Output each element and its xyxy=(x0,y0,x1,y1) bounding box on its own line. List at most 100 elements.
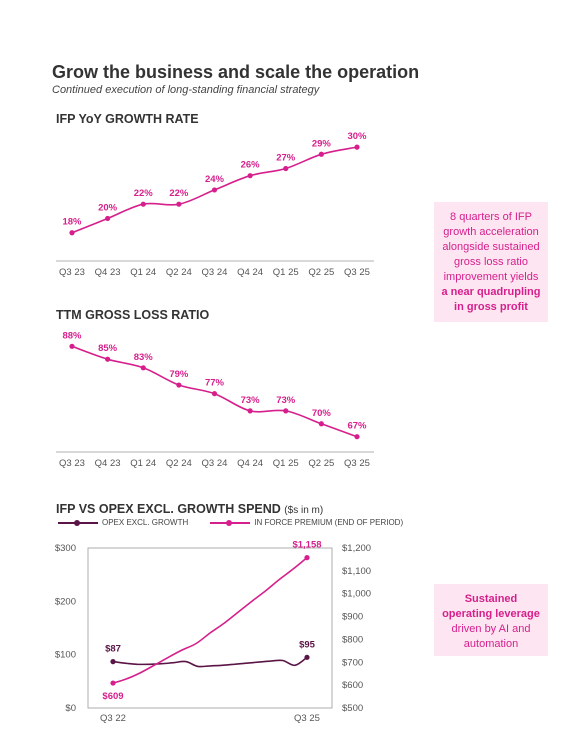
data-point xyxy=(105,356,111,362)
ifp-growth-chart-title: IFP YoY GROWTH RATE xyxy=(56,112,199,126)
data-label: 67% xyxy=(347,421,367,432)
legend-swatch-opex xyxy=(58,519,98,526)
data-label: 30% xyxy=(347,131,367,142)
x-tick-label: Q3 24 xyxy=(202,458,228,469)
page-title: Grow the business and scale the operatio… xyxy=(52,62,420,82)
right-y-tick-label: $700 xyxy=(342,657,363,668)
chart-legend: OPEX EXCL. GROWTH IN FORCE PREMIUM (END … xyxy=(58,518,403,527)
data-label: 22% xyxy=(134,188,154,199)
data-point xyxy=(354,144,360,150)
x-tick-label: Q2 25 xyxy=(308,267,334,278)
data-point xyxy=(105,215,111,222)
ifp-opex-chart-title-text: IFP VS OPEX EXCL. GROWTH SPEND xyxy=(56,502,281,516)
legend-label-ifp: IN FORCE PREMIUM (END OF PERIOD) xyxy=(254,518,404,527)
x-tick-label: Q2 24 xyxy=(166,267,192,278)
data-label: 79% xyxy=(169,369,189,380)
ifp-opex-chart-title-unit: ($s in m) xyxy=(284,505,324,516)
x-tick-label: Q3 25 xyxy=(294,713,320,724)
x-tick-label: Q3 24 xyxy=(202,267,228,278)
x-tick-label: Q4 24 xyxy=(237,458,263,469)
data-label: 70% xyxy=(312,408,332,419)
data-label: 83% xyxy=(134,352,154,363)
x-tick-label: Q2 24 xyxy=(166,458,192,469)
data-label: 73% xyxy=(276,395,296,406)
right-y-tick-label: $600 xyxy=(342,680,363,691)
data-label: 85% xyxy=(98,343,118,354)
right-y-tick-label: $900 xyxy=(342,612,363,623)
callout-growth-text: 8 quarters of IFP growth acceleration al… xyxy=(442,211,540,283)
data-label: 20% xyxy=(98,202,118,213)
callout-leverage-bold: Sustained operating leverage xyxy=(442,593,540,620)
data-point xyxy=(211,391,218,397)
data-point xyxy=(283,165,289,172)
data-point xyxy=(318,421,324,427)
x-tick-label: Q3 22 xyxy=(100,713,126,724)
page-subtitle: Continued execution of long-standing fin… xyxy=(52,84,320,96)
x-tick-label: Q4 23 xyxy=(95,267,121,278)
data-point xyxy=(283,408,289,414)
data-point xyxy=(304,555,310,561)
data-point xyxy=(176,201,182,207)
legend-swatch-ifp xyxy=(210,519,251,526)
right-y-tick-label: $1,200 xyxy=(342,543,371,554)
data-label: $87 xyxy=(105,644,121,655)
data-label: 18% xyxy=(62,217,82,228)
left-y-tick-label: $200 xyxy=(55,596,76,607)
data-point xyxy=(69,343,75,349)
legend-label-opex: OPEX EXCL. GROWTH xyxy=(102,518,189,527)
x-tick-label: Q3 25 xyxy=(344,458,370,469)
x-tick-label: Q3 25 xyxy=(344,267,370,278)
data-label: 73% xyxy=(241,395,261,406)
left-y-tick-label: $0 xyxy=(65,703,76,714)
x-tick-label: Q1 24 xyxy=(130,267,156,278)
data-point xyxy=(247,408,253,414)
data-label: 27% xyxy=(276,153,296,164)
x-tick-label: Q4 24 xyxy=(237,267,263,278)
callout-leverage: Sustained operating leverage driven by A… xyxy=(434,584,548,656)
x-tick-label: Q3 23 xyxy=(59,267,85,278)
data-label: 88% xyxy=(62,330,82,341)
data-label: 24% xyxy=(205,174,225,185)
x-tick-label: Q4 23 xyxy=(95,458,121,469)
right-y-tick-label: $500 xyxy=(342,703,363,714)
right-y-tick-label: $1,100 xyxy=(342,566,371,577)
data-point xyxy=(211,187,218,193)
callout-growth: 8 quarters of IFP growth acceleration al… xyxy=(434,202,548,322)
x-tick-label: Q1 25 xyxy=(273,267,299,278)
data-point xyxy=(69,230,75,236)
plot-frame xyxy=(87,547,333,709)
data-label: $1,158 xyxy=(292,540,321,551)
data-label: 77% xyxy=(205,378,225,389)
opex-line xyxy=(112,656,308,668)
loss-ratio-chart-title: TTM GROSS LOSS RATIO xyxy=(56,308,210,322)
data-label: $95 xyxy=(299,639,316,650)
data-label: 26% xyxy=(241,160,261,171)
right-y-tick-label: $1,000 xyxy=(342,589,371,600)
data-label: 22% xyxy=(169,188,189,199)
left-y-tick-label: $100 xyxy=(55,650,76,661)
left-y-tick-label: $300 xyxy=(55,543,76,554)
data-label: $609 xyxy=(102,691,123,702)
ifp-opex-chart-title: IFP VS OPEX EXCL. GROWTH SPEND ($s in m) xyxy=(56,502,323,516)
callout-growth-bold: a near quadrupling in gross profit xyxy=(441,286,541,313)
data-label: 29% xyxy=(312,138,332,149)
data-point xyxy=(318,151,324,157)
data-point xyxy=(247,173,253,179)
data-point xyxy=(176,382,182,388)
x-tick-label: Q2 25 xyxy=(308,458,334,469)
data-point xyxy=(304,654,310,660)
ifp-line xyxy=(112,556,308,684)
data-point xyxy=(110,680,116,686)
x-tick-label: Q3 23 xyxy=(59,458,85,469)
x-tick-label: Q1 24 xyxy=(130,458,156,469)
data-point xyxy=(354,434,360,440)
data-point xyxy=(140,201,146,207)
data-point xyxy=(110,659,116,665)
data-point xyxy=(140,365,146,371)
right-y-tick-label: $800 xyxy=(342,634,363,645)
x-tick-label: Q1 25 xyxy=(273,458,299,469)
callout-leverage-text: driven by AI and automation xyxy=(451,623,531,650)
